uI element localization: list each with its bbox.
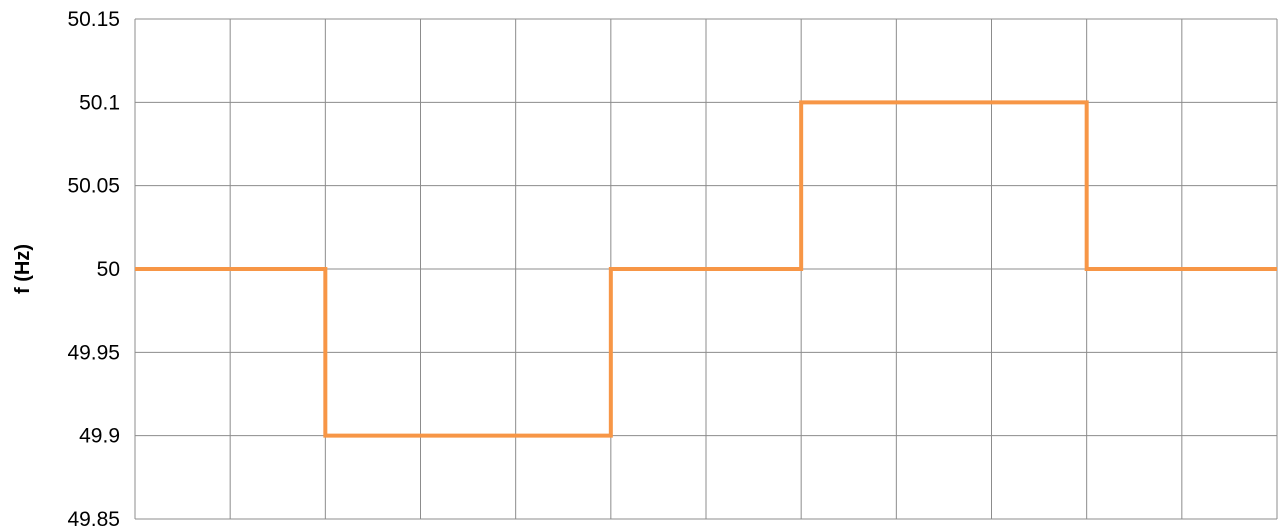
- y-tick-label: 49.95: [67, 341, 120, 364]
- y-tick-label: 50.05: [67, 175, 120, 198]
- y-tick-label: 49.9: [79, 425, 120, 448]
- y-axis-title: f (Hz): [12, 244, 34, 294]
- y-tick-label: 50: [97, 258, 120, 281]
- frequency-series-line: [135, 100, 1277, 438]
- y-tick-label: 50.15: [67, 8, 120, 31]
- series-group: [135, 100, 1277, 438]
- y-tick-label: 49.85: [67, 508, 120, 531]
- y-axis-ticks: 50.15 50.1 50.05 50 49.95 49.9 49.85: [67, 8, 120, 531]
- y-tick-label: 50.1: [79, 91, 120, 114]
